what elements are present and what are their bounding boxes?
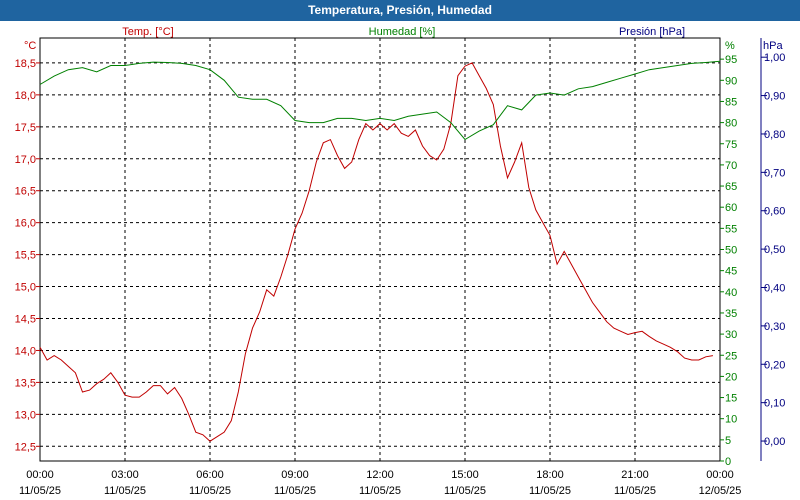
x-tick-date: 11/05/25 — [274, 485, 316, 497]
temp-series-line — [39, 62, 713, 442]
hum-tick-label: 60 — [725, 202, 737, 214]
hum-tick-label: 10 — [725, 414, 737, 426]
pres-tick-label: 0,00 — [764, 436, 785, 448]
hum-tick-label: 25 — [725, 350, 737, 362]
hum-tick-label: 15 — [725, 393, 737, 405]
x-tick-label: 18:00 — [536, 469, 564, 481]
chart-area: 00:00 11/05/25 03:00 11/05/25 06:00 11/05/25 0… — [15, 26, 786, 497]
temp-axis-title: Temp. [°C] — [122, 26, 173, 38]
temp-tick-label: 18,0 — [15, 90, 36, 102]
grid — [40, 38, 720, 461]
temp-unit-label: °C — [24, 40, 36, 52]
pres-tick-label: 0,90 — [764, 91, 785, 103]
hum-tick-label: 20 — [725, 371, 737, 383]
pres-unit-label: hPa — [763, 40, 783, 52]
hum-axis-title: Humedad [%] — [369, 26, 436, 38]
pres-tick-label: 1,00 — [764, 52, 785, 64]
pres-tick-label: 0,10 — [764, 398, 785, 410]
pres-tick-label: 0,80 — [764, 129, 785, 141]
hum-tick-label: 80 — [725, 118, 737, 130]
x-tick-date: 12/05/25 — [699, 485, 742, 497]
hum-tick-label: 70 — [725, 160, 737, 172]
hum-tick-label: 0 — [725, 456, 731, 468]
x-tick-date: 11/05/25 — [189, 485, 231, 497]
hum-tick-label: 90 — [725, 75, 737, 87]
temp-tick-label: 17,0 — [15, 154, 36, 166]
x-tick-label: 03:00 — [111, 469, 139, 481]
pres-tick-label: 0,70 — [764, 167, 785, 179]
x-tick-date: 11/05/25 — [19, 485, 61, 497]
chart-title: Temperatura, Presión, Humedad — [0, 0, 800, 21]
temp-tick-label: 15,0 — [15, 282, 36, 294]
temp-tick-label: 13,5 — [15, 377, 36, 389]
hum-tick-label: 5 — [725, 435, 731, 447]
hum-tick-label: 95 — [725, 54, 737, 66]
x-tick-label: 15:00 — [451, 469, 479, 481]
temp-tick-label: 16,5 — [15, 186, 36, 198]
x-tick-date: 11/05/25 — [529, 485, 571, 497]
hum-series-line — [39, 60, 721, 141]
x-tick-label: 21:00 — [621, 469, 649, 481]
hum-tick-label: 35 — [725, 308, 737, 320]
x-tick-date: 11/05/25 — [444, 485, 486, 497]
x-tick-label: 09:00 — [281, 469, 309, 481]
hum-tick-label: 55 — [725, 223, 737, 235]
x-tick-date: 11/05/25 — [104, 485, 146, 497]
temp-tick-label: 12,5 — [15, 441, 36, 453]
hum-tick-label: 45 — [725, 266, 737, 278]
temp-tick-label: 15,5 — [15, 250, 36, 262]
pres-tick-label: 0,20 — [764, 359, 785, 371]
pres-tick-label: 0,40 — [764, 283, 785, 295]
x-tick-date: 11/05/25 — [614, 485, 656, 497]
temp-tick-label: 14,5 — [15, 314, 36, 326]
x-tick-label: 06:00 — [196, 469, 224, 481]
x-tick-label: 00:00 — [706, 469, 734, 481]
temp-tick-label: 17,5 — [15, 122, 36, 134]
hum-tick-label: 65 — [725, 181, 737, 193]
hum-tick-label: 40 — [725, 287, 737, 299]
hum-tick-label: 85 — [725, 96, 737, 108]
pres-tick-label: 0,50 — [764, 244, 785, 256]
temp-tick-label: 14,0 — [15, 345, 36, 357]
axis-ticks — [36, 56, 767, 462]
x-tick-label: 00:00 — [26, 469, 54, 481]
hum-tick-label: 30 — [725, 329, 737, 341]
x-tick-label: 12:00 — [366, 469, 394, 481]
pres-tick-label: 0,30 — [764, 321, 785, 333]
hum-unit-label: % — [725, 40, 735, 52]
axis-labels: 00:00 11/05/25 03:00 11/05/25 06:00 11/05/25 0… — [15, 26, 786, 497]
temp-tick-label: 18,5 — [15, 58, 36, 70]
temp-tick-label: 16,0 — [15, 218, 36, 230]
temp-tick-label: 13,0 — [15, 409, 36, 421]
x-tick-date: 11/05/25 — [359, 485, 401, 497]
pres-axis-title: Presión [hPa] — [619, 26, 685, 38]
hum-tick-label: 75 — [725, 139, 737, 151]
series-lines — [39, 60, 721, 442]
pres-tick-label: 0,60 — [764, 206, 785, 218]
hum-tick-label: 50 — [725, 245, 737, 257]
